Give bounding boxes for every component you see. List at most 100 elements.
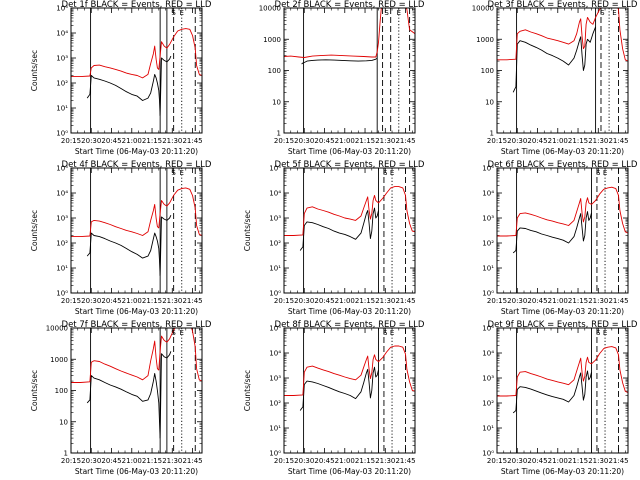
y-tick-label: 10¹ [482, 425, 494, 433]
series-group [284, 186, 415, 251]
panel-title: Det 2f BLACK = Events, RED = LLD [275, 0, 425, 10]
y-tick-label: 10¹ [269, 265, 281, 273]
y-axis-label: Counts/sec [30, 210, 39, 251]
x-axis-label: Start Time (06-May-03 20:11:20) [75, 147, 198, 156]
y-tick-label: 10³ [269, 375, 281, 383]
x-tick-label: 20:15 [61, 457, 81, 465]
y-tick-label: 10 [59, 418, 68, 426]
x-tick-label: 21:15 [355, 137, 375, 145]
y-tick-label: 10⁵ [482, 165, 494, 173]
y-tick-label: 1 [277, 130, 281, 138]
annotation-label: E [603, 329, 607, 337]
y-tick-label: 10³ [482, 215, 494, 223]
x-tick-label: 21:45 [395, 457, 415, 465]
series-line-lld [71, 187, 202, 238]
x-axis-label: Start Time (06-May-03 20:11:20) [75, 307, 198, 316]
series-group [497, 346, 628, 414]
y-tick-label: 10⁰ [482, 450, 494, 458]
x-tick-label: 21:00 [122, 137, 142, 145]
y-tick-label: 10³ [56, 55, 68, 63]
plot-frame [496, 167, 629, 294]
x-tick-label: 20:45 [314, 297, 334, 305]
x-tick-label: 20:30 [507, 297, 527, 305]
annotation-label: S [596, 169, 601, 177]
x-axis-label: Start Time (06-May-03 20:11:20) [288, 307, 411, 316]
x-tick-label: 21:30 [375, 137, 395, 145]
plot-frame [496, 327, 629, 454]
series-line-events [86, 55, 172, 116]
annotation-label: S [384, 9, 389, 17]
annotation-label: E [180, 329, 184, 337]
x-axis-label: Start Time (06-May-03 20:11:20) [288, 147, 411, 156]
y-tick-label: 10⁰ [56, 290, 68, 298]
panel-title: Det 1f BLACK = Events, RED = LLD [62, 0, 212, 10]
y-tick-label: 10000 [46, 325, 68, 333]
x-tick-label: 21:30 [588, 137, 608, 145]
y-tick-label: 10 [485, 98, 494, 106]
x-tick-label: 21:15 [568, 297, 588, 305]
x-tick-label: 20:30 [294, 137, 314, 145]
y-tick-label: 10¹ [269, 425, 281, 433]
x-tick-label: 20:15 [274, 137, 294, 145]
y-tick-label: 10000 [259, 5, 281, 13]
y-tick-label: 10⁴ [269, 190, 281, 198]
x-tick-label: 20:30 [81, 297, 101, 305]
x-tick-label: 21:30 [588, 297, 608, 305]
series-line-events [512, 26, 597, 93]
y-tick-label: 10⁵ [56, 165, 68, 173]
x-axis-label: Start Time (06-May-03 20:11:20) [75, 467, 198, 476]
annotation-label: E [612, 9, 616, 17]
panel-title: Det 3f BLACK = Events, RED = LLD [488, 0, 638, 10]
panel-det-6: Det 6f BLACK = Events, RED = LLD Start Ti… [482, 160, 638, 316]
y-tick-label: 10³ [482, 375, 494, 383]
x-tick-label: 21:30 [375, 297, 395, 305]
x-tick-label: 21:30 [162, 297, 182, 305]
series-group [497, 8, 628, 93]
y-tick-label: 10⁴ [482, 190, 494, 198]
x-tick-label: 20:15 [274, 297, 294, 305]
x-tick-label: 21:45 [608, 137, 628, 145]
panel-det-2: Det 2f BLACK = Events, RED = LLD Start Ti… [259, 0, 425, 156]
y-tick-label: 10⁴ [56, 30, 68, 38]
x-tick-label: 21:00 [548, 457, 568, 465]
series-line-lld [284, 345, 415, 396]
y-tick-label: 10⁵ [269, 165, 281, 173]
plot-frame [70, 7, 203, 134]
x-tick-label: 20:45 [527, 297, 547, 305]
plot-frame [70, 327, 203, 454]
x-tick-label: 20:45 [527, 137, 547, 145]
panel-det-9: Det 9f BLACK = Events, RED = LLD Start Ti… [482, 320, 638, 476]
panel-title: Det 6f BLACK = Events, RED = LLD [488, 160, 638, 170]
plot-frame [496, 7, 629, 134]
x-tick-label: 20:30 [294, 457, 314, 465]
x-tick-label: 21:30 [162, 457, 182, 465]
panel-det-5: Det 5f BLACK = Events, RED = LLD Counts/s… [243, 160, 425, 316]
y-tick-label: 10³ [269, 215, 281, 223]
x-tick-label: 20:45 [527, 457, 547, 465]
y-tick-label: 10² [269, 240, 281, 248]
x-tick-label: 21:15 [355, 457, 375, 465]
x-tick-label: 20:45 [101, 297, 121, 305]
y-tick-label: 10² [482, 240, 494, 248]
annotation-label: S [600, 9, 605, 17]
panel-title: Det 5f BLACK = Events, RED = LLD [275, 160, 425, 170]
x-tick-label: 20:45 [314, 137, 334, 145]
y-tick-label: 10¹ [56, 105, 68, 113]
x-tick-label: 21:00 [548, 297, 568, 305]
y-tick-label: 1000 [50, 356, 68, 364]
panel-det-7: Det 7f BLACK = Events, RED = LLD Counts/s… [30, 320, 212, 476]
annotation-label: S [383, 329, 388, 337]
series-line-events [299, 366, 379, 411]
panel-title: Det 9f BLACK = Events, RED = LLD [488, 320, 638, 330]
x-tick-label: 21:30 [588, 457, 608, 465]
annotation-label: S [383, 169, 388, 177]
x-tick-label: 21:45 [182, 137, 202, 145]
x-tick-label: 20:30 [294, 297, 314, 305]
x-axis-label: Start Time (06-May-03 20:11:20) [501, 467, 624, 476]
series-group [71, 28, 202, 116]
x-tick-label: 21:45 [608, 297, 628, 305]
y-tick-label: 10⁰ [56, 130, 68, 138]
y-tick-label: 10⁴ [269, 350, 281, 358]
panel-det-1: Det 1f BLACK = Events, RED = LLD Counts/s… [30, 0, 212, 156]
x-axis-label: Start Time (06-May-03 20:11:20) [501, 307, 624, 316]
